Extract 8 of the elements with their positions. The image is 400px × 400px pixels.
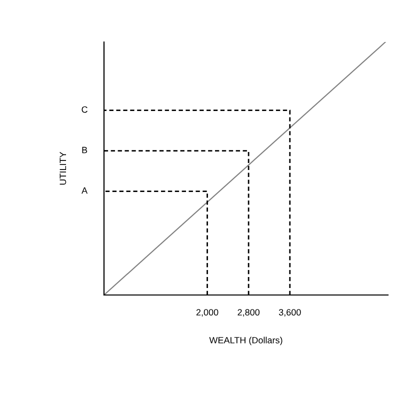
x-axis-title: WEALTH (Dollars)	[209, 336, 282, 346]
x-tick-label: 3,600	[278, 309, 301, 317]
series-label: B	[82, 146, 88, 154]
y-axis-title: UTILITY	[60, 152, 66, 185]
series-label: C	[82, 106, 88, 113]
x-tick-label: 2,800	[238, 309, 260, 317]
x-tick-label: 2,000	[196, 309, 218, 317]
series-label: A	[82, 187, 88, 194]
